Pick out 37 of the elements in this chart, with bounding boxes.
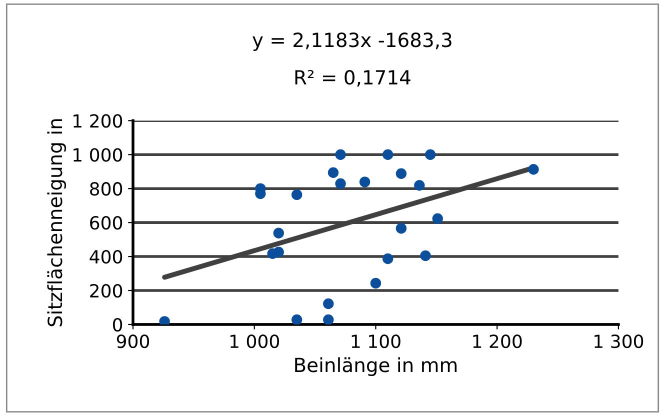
text: R² = 0,1714 [295, 70, 410, 87]
x-tick-label: 900 [116, 334, 150, 348]
point [420, 250, 431, 262]
point [159, 316, 170, 324]
y-tick-label: 200 [90, 284, 122, 298]
y-tick-label: 600 [90, 216, 122, 230]
y-tick-label: 1 200 [74, 114, 122, 128]
point [382, 149, 394, 160]
point [291, 189, 302, 200]
point [528, 164, 539, 175]
x-tick-label: 1 000 [230, 334, 280, 348]
point [432, 213, 443, 224]
point [424, 149, 436, 160]
y-tick-label: 800 [90, 182, 122, 196]
y-axis-title: Sitzflächenneigung in [47, 119, 66, 326]
point [396, 168, 407, 179]
y-tick-label: 0 [112, 318, 122, 332]
y-tick-label: 1 000 [74, 148, 122, 162]
point [323, 298, 334, 310]
point [273, 246, 284, 258]
point [328, 167, 339, 178]
point [370, 278, 382, 289]
point [291, 314, 302, 324]
point [414, 180, 425, 191]
point [323, 314, 334, 324]
point [382, 253, 394, 264]
point [335, 149, 346, 160]
text: y = 2,1183x -1683,3 [252, 32, 452, 52]
point [335, 178, 346, 190]
x-tick-label: 1 300 [594, 334, 644, 348]
x-axis-title: Beinlänge in mm [295, 357, 457, 376]
x-tick-label: 1 100 [352, 334, 400, 348]
point [359, 176, 370, 188]
y-tick-label: 400 [90, 250, 122, 264]
point [396, 222, 407, 234]
point [273, 228, 284, 238]
x-tick-label: 1 200 [473, 334, 522, 348]
